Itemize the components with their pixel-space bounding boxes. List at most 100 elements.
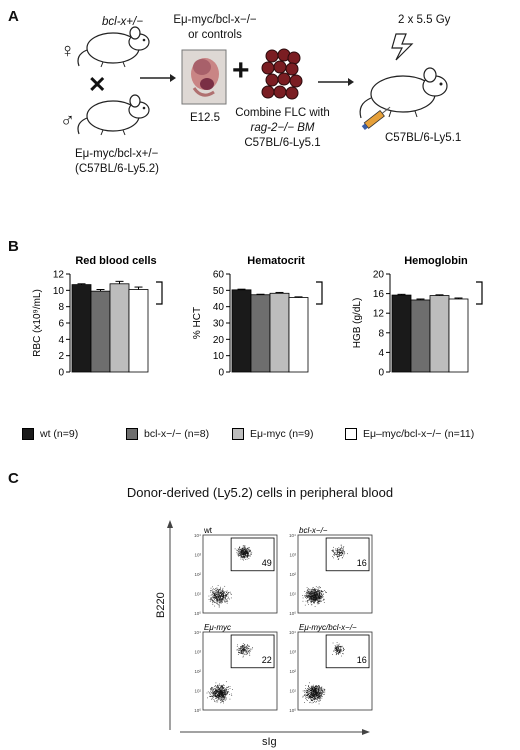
log-tick-label: 10⁴ [289,533,296,538]
cell-cluster-icon [261,48,303,100]
recipient-mouse-icon [359,67,448,119]
y-tick-label: 20 [373,270,385,281]
y-tick-label: 12 [53,270,65,281]
y-axis-label: % HCT [192,307,203,339]
chart-title: Red blood cells [75,255,156,267]
y-tick-label: 0 [218,368,224,379]
log-tick-label: 10⁴ [194,630,201,635]
log-tick-label: 10¹ [194,592,201,597]
y-tick-label: 4 [378,348,384,359]
y-tick-label: 50 [213,286,225,297]
bar-wt [231,289,252,373]
bar-bcl-x−/− [410,299,431,373]
bar-bcl-x−/− [90,290,111,373]
event-dots [302,642,345,705]
female-mouse-icon [77,26,150,68]
gate-percentage: 22 [262,655,272,665]
log-tick-label: 10³ [289,553,296,558]
irradiation-dose: 2 x 5.5 Gy [398,14,451,26]
log-tick-label: 10⁰ [289,708,296,713]
log-tick-label: 10⁰ [194,708,201,713]
embryo-image [181,49,227,105]
event-dots [302,544,348,607]
log-tick-label: 10³ [194,553,201,558]
log-tick-label: 10³ [289,650,296,655]
bar-Eμ-myc [429,295,450,373]
female-symbol: ♀ [60,40,75,62]
y-tick-label: 8 [378,328,384,339]
x-axis-arrow-icon [180,729,370,735]
legend-swatch [22,428,34,440]
y-tick-label: 10 [213,351,225,362]
bar-bcl-x−/− [250,294,271,373]
panel-a-letter: A [8,8,19,25]
y-axis-label: HGB (g/dL) [352,298,363,349]
y-tick-label: 2 [58,351,64,362]
lightning-icon [391,33,414,61]
gate [230,634,275,669]
bar-Eμ-myc [109,283,130,373]
legend-item-wt: wt (n=9) [22,428,78,440]
y-tick-label: 20 [213,335,225,346]
bar-chart-2: Hemoglobin 0 4 8 12 16 20 HGB (g/dL) [352,255,483,379]
log-tick-label: 10⁰ [289,611,296,616]
plot-label: wt [203,526,213,535]
gate [230,537,275,572]
y-tick-label: 0 [58,368,64,379]
bar-wt [71,284,92,373]
legend-swatch [126,428,138,440]
log-tick-label: 10⁴ [289,630,296,635]
y-tick-label: 30 [213,319,225,330]
panel-c-title: Donor-derived (Ly5.2) cells in periphera… [126,485,394,500]
arrow-right-icon [318,78,354,86]
legend-label: Eμ–myc/bcl-x−/− (n=11) [363,428,475,440]
embryo-controls-label: or controls [188,29,242,41]
gate-percentage: 16 [357,558,367,568]
bar-Eμ–myc/bcl-x−/− [448,298,469,373]
arrow-right-icon [140,74,176,82]
chart-title: Hematocrit [247,255,305,267]
cross-symbol: ✕ [88,72,107,97]
bar-chart-0: Red blood cells 0 2 4 6 8 10 12 RBC (x10⁹/mL) [32,255,163,379]
y-tick-label: 10 [53,286,65,297]
gate [325,634,370,669]
legend-swatch [232,428,244,440]
bar-chart-1: Hematocrit 0 10 20 30 40 50 60 % HCT [192,255,323,379]
log-tick-label: 10⁴ [194,533,201,538]
log-tick-label: 10³ [194,650,201,655]
legend-label: bcl-x−/− (n=8) [144,428,210,440]
gate-percentage: 16 [357,655,367,665]
event-dots [206,643,254,704]
y-tick-label: 0 [378,368,384,379]
x-axis-label: sIg [262,736,277,748]
combine-line-2: rag-2−/− BM [250,122,315,134]
male-strain: (C57BL/6-Ly5.2) [75,163,159,175]
significance-bracket [316,281,323,305]
plot-frame [297,631,373,711]
y-tick-label: 12 [373,309,385,320]
panel-b-letter: B [8,238,19,255]
combine-line-1: Combine FLC with [235,107,330,119]
combine-line-3: C57BL/6-Ly5.1 [244,137,321,149]
legend-label: Eμ-myc (n=9) [250,428,314,440]
embryo-genotype-label: Eμ-myc/bcl-x−/− [173,14,257,26]
plot-label: Eμ-myc [204,623,231,632]
log-tick-label: 10² [194,669,201,674]
female-genotype: bcl-x+/− [102,16,143,28]
log-tick-label: 10¹ [289,689,296,694]
y-tick-label: 60 [213,270,225,281]
plot-frame [202,631,278,711]
bar-Eμ–myc/bcl-x−/− [288,297,309,373]
plot-label: bcl-x−/− [299,526,328,535]
plot-frame [297,534,373,614]
male-symbol: ♂ [60,110,75,132]
log-tick-label: 10² [289,572,296,577]
plus-symbol: + [232,54,250,87]
log-tick-label: 10⁰ [194,611,201,616]
significance-bracket [156,281,163,305]
plot-label: Eμ-myc/bcl-x−/− [299,623,357,632]
